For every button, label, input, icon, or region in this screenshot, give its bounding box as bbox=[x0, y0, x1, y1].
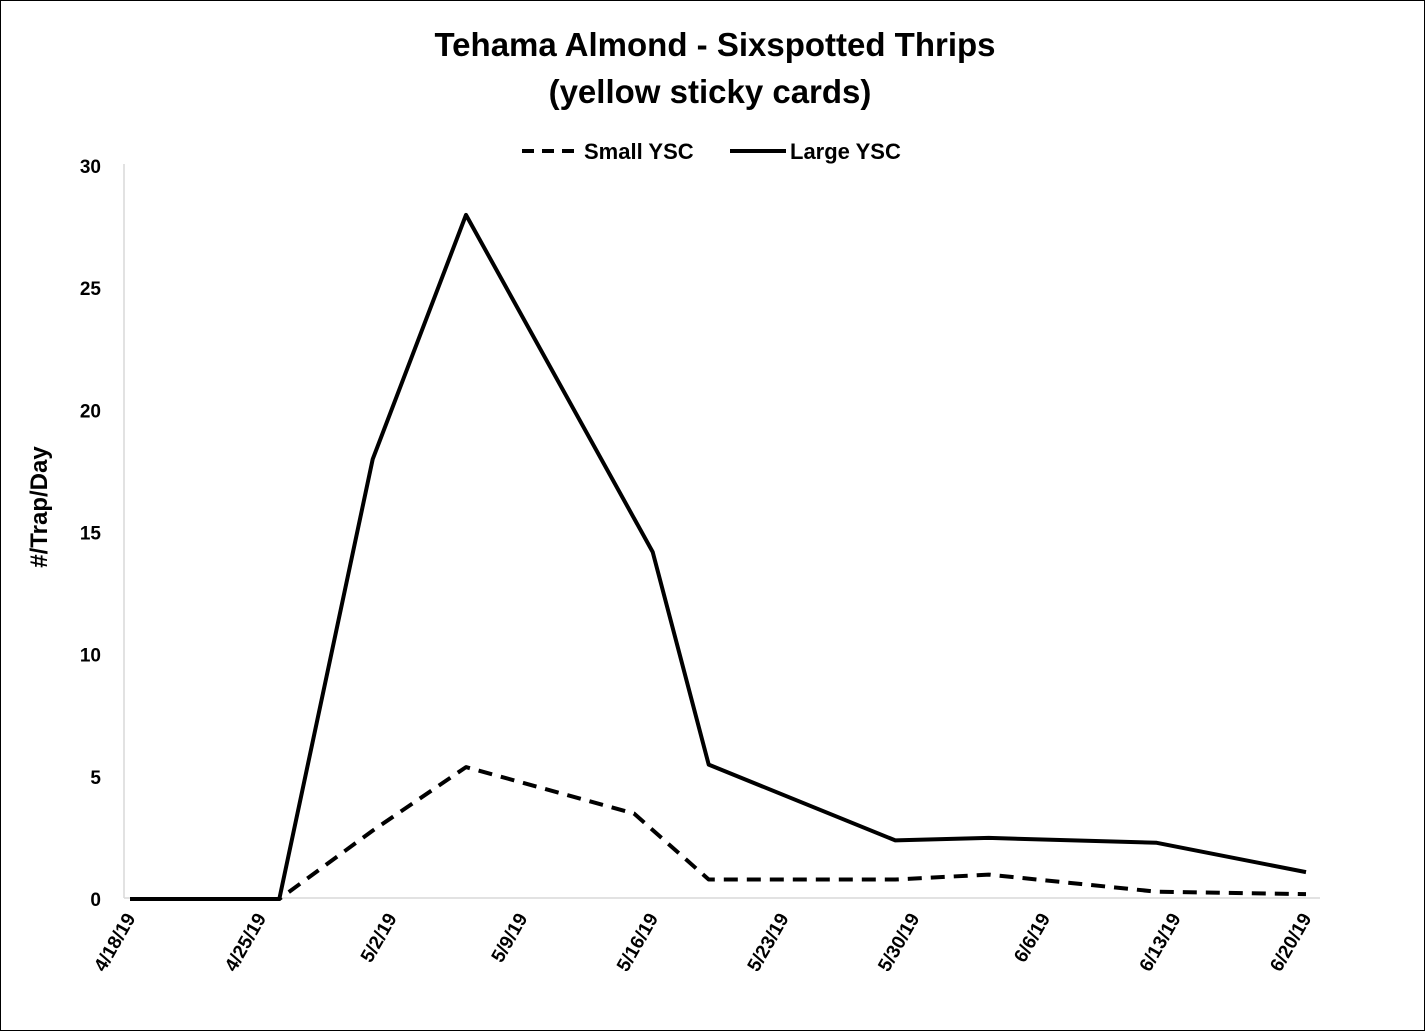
chart-title: Tehama Almond - Sixspotted Thrips bbox=[434, 26, 995, 63]
y-tick-label: 30 bbox=[80, 157, 101, 178]
y-tick-label: 0 bbox=[90, 890, 101, 911]
x-tick-label: 5/23/19 bbox=[744, 910, 794, 975]
x-tick-label: 4/18/19 bbox=[90, 910, 140, 975]
chart-subtitle: (yellow sticky cards) bbox=[549, 73, 872, 110]
x-tick-label: 4/25/19 bbox=[221, 910, 271, 975]
y-axis-label: #/Trap/Day bbox=[26, 446, 53, 568]
y-tick-label: 20 bbox=[80, 401, 101, 422]
series-line-large-ysc bbox=[130, 212, 1307, 901]
x-tick-label: 5/9/19 bbox=[488, 910, 533, 966]
x-tick-label: 6/13/19 bbox=[1136, 910, 1186, 975]
y-tick-label: 5 bbox=[90, 768, 101, 789]
x-tick-label: 5/2/19 bbox=[357, 910, 402, 966]
x-tick-label: 5/16/19 bbox=[613, 910, 663, 975]
x-tick-label: 6/6/19 bbox=[1010, 910, 1055, 966]
x-tick-labels: 4/18/19 4/25/19 5/2/19 5/9/19 5/16/19 5/23/19… bbox=[90, 910, 1316, 975]
series-lines bbox=[130, 212, 1307, 901]
series-line-small-ysc bbox=[130, 765, 1307, 901]
legend-label-large-ysc: Large YSC bbox=[790, 139, 901, 164]
y-tick-label: 25 bbox=[80, 279, 102, 300]
y-tick-label: 15 bbox=[80, 524, 102, 545]
x-tick-label: 5/30/19 bbox=[874, 910, 924, 975]
legend: Small YSC Large YSC bbox=[522, 139, 901, 164]
y-tick-label: 10 bbox=[80, 646, 101, 667]
y-tick-labels: 0 5 10 15 20 25 30 bbox=[80, 157, 102, 911]
legend-label-small-ysc: Small YSC bbox=[584, 139, 694, 164]
x-tick-label: 6/20/19 bbox=[1266, 910, 1316, 975]
